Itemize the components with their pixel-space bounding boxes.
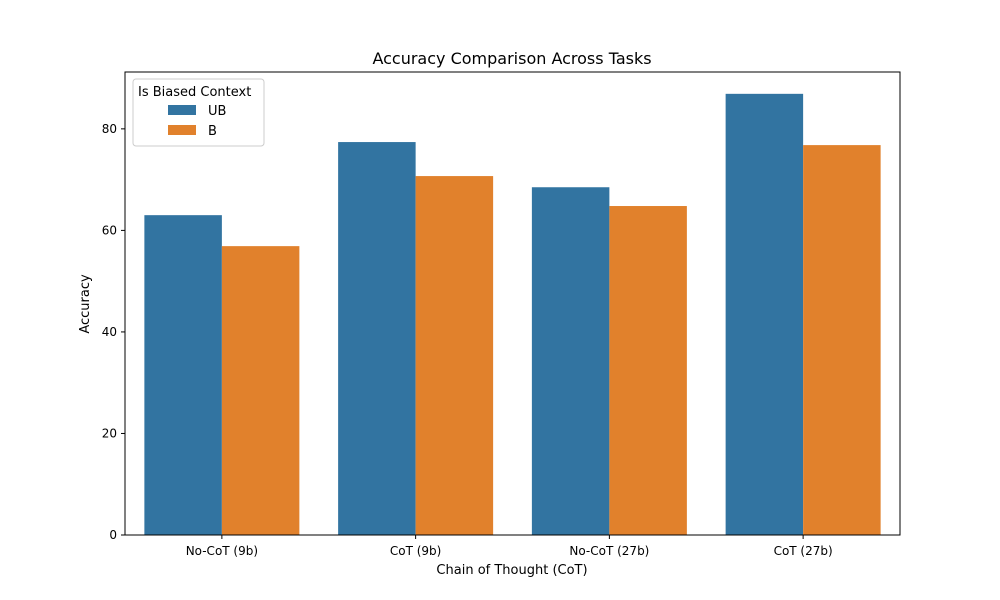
- legend-label-ub: UB: [208, 104, 226, 119]
- bar-ub-3: [725, 93, 804, 535]
- bar-ub-0: [144, 215, 222, 535]
- legend: Is Biased Context UB B: [132, 78, 265, 147]
- bar-ub-2: [531, 187, 610, 536]
- chart-title: Accuracy Comparison Across Tasks: [372, 49, 651, 68]
- legend-swatch-b: [168, 125, 196, 135]
- legend-box: [132, 78, 265, 147]
- y-axis-label: Accuracy: [78, 274, 93, 334]
- y-axis: 0 20 40 60 80: [102, 122, 125, 542]
- bars-group: [144, 93, 881, 536]
- legend-label-b: B: [208, 124, 217, 139]
- x-axis-label: Chain of Thought (CoT): [436, 563, 587, 578]
- bar-ub-1: [338, 142, 416, 535]
- legend-title: Is Biased Context: [138, 85, 251, 100]
- y-tick-label: 40: [102, 325, 117, 339]
- y-tick-label: 60: [102, 223, 117, 237]
- bar-b-0: [221, 246, 300, 535]
- legend-swatch-ub: [168, 105, 196, 115]
- bar-b-3: [803, 145, 881, 535]
- bar-b-1: [415, 176, 494, 535]
- y-tick-label: 80: [102, 122, 117, 136]
- plot-frame: [124, 71, 901, 536]
- y-tick-label: 0: [109, 528, 117, 542]
- x-tick-label: CoT (27b): [774, 544, 833, 558]
- bar-b-2: [609, 206, 687, 536]
- x-tick-label: No-CoT (9b): [186, 544, 258, 558]
- x-tick-label: CoT (9b): [390, 544, 441, 558]
- x-axis: No-CoT (9b) CoT (9b) No-CoT (27b) CoT (27b): [186, 535, 833, 558]
- x-tick-label: No-CoT (27b): [569, 544, 649, 558]
- y-tick-label: 20: [102, 426, 117, 440]
